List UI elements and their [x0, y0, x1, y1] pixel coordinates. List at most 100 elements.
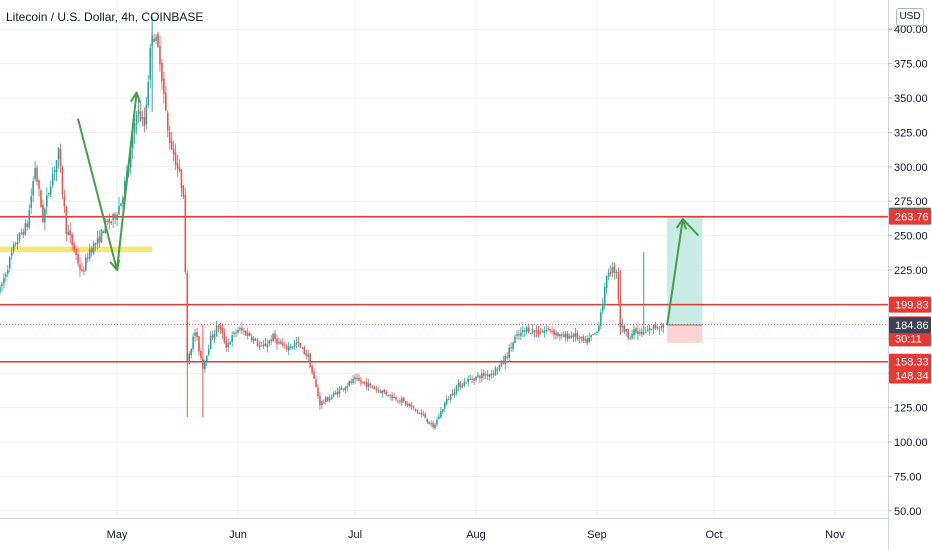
candle-body [510, 347, 512, 349]
trend-arrow-line [116, 92, 138, 271]
y-tick-label: 350.00 [894, 93, 928, 105]
candle-body [131, 132, 134, 149]
candle-body [594, 333, 596, 335]
candle-body [401, 398, 403, 403]
candle-body [543, 330, 546, 333]
candle-body [617, 272, 620, 300]
price-label-value: 199.83 [895, 300, 929, 312]
candle-body [88, 249, 91, 259]
x-tick-label: Jun [229, 529, 247, 541]
candle-body [280, 341, 282, 345]
candle-body [492, 373, 495, 375]
candle-body [268, 340, 271, 344]
candle-body [348, 381, 350, 386]
candle-body [646, 329, 649, 332]
candle-body [305, 353, 308, 356]
candle-body [284, 344, 286, 346]
candle-body [75, 248, 77, 255]
candle-body [373, 387, 376, 389]
candle-body [184, 195, 187, 273]
candle-body [352, 378, 354, 383]
candle-body [553, 330, 555, 335]
candle-body [250, 336, 253, 341]
candle-body [658, 327, 661, 329]
candle-body [129, 149, 132, 168]
candle-body [211, 334, 214, 338]
candle-body [436, 419, 438, 425]
candle-body [582, 336, 585, 341]
candle-body [16, 241, 19, 245]
candle-body [256, 340, 259, 346]
candle-body [182, 185, 185, 197]
candle-body [98, 236, 101, 243]
candle-body [207, 348, 210, 355]
candle-body [506, 356, 509, 358]
candle-body [600, 312, 602, 326]
candle-body [22, 231, 25, 236]
candle-body [38, 180, 40, 189]
candle-body [20, 232, 23, 234]
candle-body [24, 223, 27, 235]
candle-body [414, 408, 417, 411]
candle-body [332, 393, 335, 397]
candle-body [518, 333, 520, 336]
candle-body [379, 390, 382, 393]
candle-body [149, 48, 152, 80]
candle-body [303, 347, 306, 355]
candle-body [110, 221, 112, 224]
candle-body [360, 380, 362, 383]
candle-body [559, 334, 561, 337]
candle-body [32, 181, 34, 196]
candle-body [264, 343, 267, 347]
candle-body [159, 45, 161, 65]
candle-body [381, 390, 384, 394]
candle-body [291, 346, 294, 348]
candle-body [165, 92, 167, 111]
candle-body [237, 330, 239, 333]
candle-body [69, 230, 72, 236]
candle-body [287, 346, 290, 351]
candle-body [120, 203, 122, 207]
candle-body [611, 267, 614, 273]
candle-body [77, 254, 79, 264]
currency-unit-button[interactable]: USD [896, 8, 924, 26]
candle-body [364, 381, 366, 384]
candle-body [200, 351, 202, 359]
candle-body [90, 248, 93, 253]
candle-body [369, 384, 372, 386]
candle-body [449, 394, 452, 401]
price-label-box [889, 208, 931, 225]
candle-body [602, 303, 604, 312]
candle-body [274, 333, 276, 340]
candle-body [241, 327, 243, 331]
candle-body [541, 331, 544, 333]
price-label-value: 158.33 [895, 357, 929, 369]
candle-body [83, 270, 85, 272]
y-tick-label: 325.00 [894, 127, 928, 139]
candle-body [635, 327, 637, 333]
candle-body [412, 406, 415, 408]
candle-body [205, 355, 208, 362]
candle-body [459, 382, 462, 388]
candle-body [258, 345, 261, 347]
price-label-value: 184.86 [895, 320, 929, 332]
candle-body [161, 62, 163, 82]
candle-body [67, 231, 70, 236]
candle-body [615, 272, 618, 274]
x-tick-label: Jul [348, 529, 362, 541]
candle-body [176, 163, 179, 169]
candle-body [367, 383, 370, 387]
candle-body [354, 377, 356, 380]
candle-body [276, 338, 278, 345]
candle-body [365, 382, 368, 388]
candle-body [494, 368, 497, 376]
price-label-box [889, 353, 931, 370]
candle-body [457, 383, 460, 387]
y-tick-label: 75.00 [894, 471, 922, 483]
candle-body [547, 328, 549, 330]
candle-body [139, 111, 142, 121]
candle-body [192, 336, 194, 349]
candle-body [637, 330, 639, 335]
candle-body [42, 204, 44, 223]
